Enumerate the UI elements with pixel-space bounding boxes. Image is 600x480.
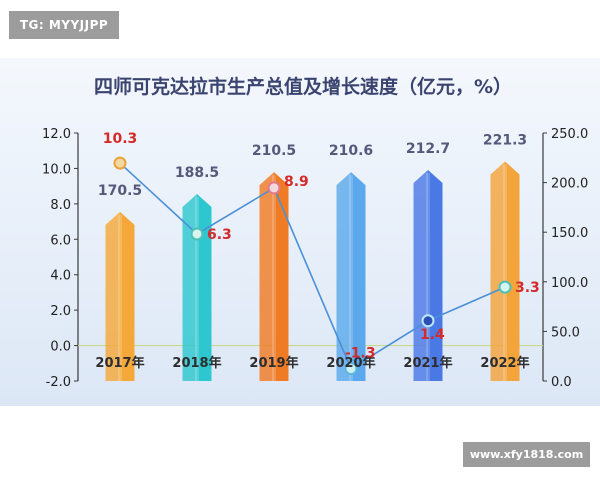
left-axis-tick-label: 0.0 [50,340,71,355]
left-axis-tick-label: 2.0 [50,304,71,319]
growth-value-label: 10.3 [103,131,138,147]
right-axis-tick-label: 0.0 [551,375,572,390]
category-label: 2020年 [326,355,375,371]
bar-left-face [105,211,120,381]
bar-highlight [195,197,199,381]
right-axis-tick-label: 50.0 [551,325,580,340]
bar-highlight [503,164,507,381]
bar-value-label: 210.6 [329,143,373,159]
bar-left-face [490,161,505,381]
growth-marker [498,280,512,294]
growth-value-label: 1.4 [420,327,445,343]
left-axis-tick-label: -2.0 [46,375,71,390]
bar-value-label: 188.5 [175,165,219,181]
bar-highlight [349,175,353,381]
growth-marker [421,314,435,328]
bar [274,172,289,381]
bar-value-label: 170.5 [98,183,142,199]
chart-title: 四师可克达拉市生产总值及增长速度（亿元，%） [94,75,512,98]
bar [197,194,212,381]
category-label: 2019年 [249,355,298,371]
bar-highlight [272,175,276,381]
bar-left-face [336,172,351,381]
growth-line [119,162,506,370]
growth-marker [190,227,204,241]
bar-value-label: 210.5 [252,143,296,159]
bar-left-face [259,172,274,381]
growth-marker [344,362,358,376]
left-axis-tick-label: 12.0 [42,127,71,142]
bar [505,161,520,381]
left-axis-tick-label: 8.0 [50,198,71,213]
bar-value-label: 221.3 [483,132,527,148]
bar [428,170,443,381]
category-label: 2018年 [172,355,221,371]
watermark-top: TG: MYYJJPP [9,11,119,39]
left-axis-tick-label: 4.0 [50,269,71,284]
growth-value-label: 8.9 [284,174,309,190]
category-label: 2017年 [95,355,144,371]
right-axis-tick-label: 200.0 [551,177,588,192]
bar-left-face [182,194,197,381]
growth-marker [267,181,281,195]
watermark-bottom: www.xfy1818.com [463,442,590,467]
left-axis-tick-label: 10.0 [42,162,71,177]
right-axis-tick-label: 150.0 [551,226,588,241]
growth-marker [113,156,127,170]
bar-value-label: 212.7 [406,141,450,157]
bar [351,172,366,381]
growth-value-label: -1.3 [345,346,376,362]
right-axis-tick-label: 250.0 [551,127,588,142]
category-label: 2021年 [403,355,452,371]
bar-highlight [118,214,122,381]
bar-left-face [413,170,428,381]
left-axis-tick-label: 6.0 [50,233,71,248]
category-label: 2022年 [480,355,529,371]
bar [120,211,135,381]
growth-value-label: 6.3 [207,227,232,243]
bar-highlight [426,173,430,381]
growth-value-label: 3.3 [515,280,540,296]
right-axis-tick-label: 100.0 [551,276,588,291]
